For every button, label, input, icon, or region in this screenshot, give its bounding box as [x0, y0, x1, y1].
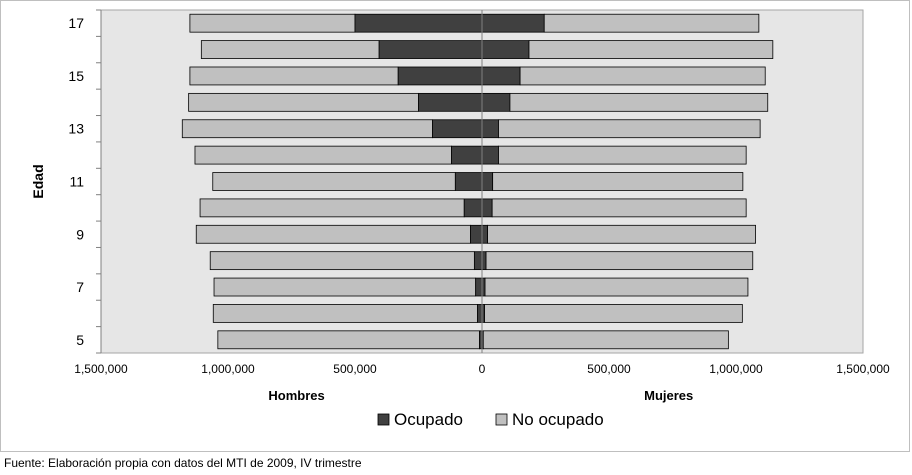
bar-mujeres-ocupado-12: [481, 145, 499, 165]
bar-mujeres-no-ocupado-8: [485, 251, 754, 271]
x-tick-label: 1,000,000: [201, 362, 255, 376]
bar-hombres-ocupado-11: [454, 172, 483, 191]
y-tick-label: 17: [68, 15, 84, 31]
bar-hombres-ocupado-8: [473, 251, 483, 271]
bar-hombres-ocupado-12: [451, 145, 483, 165]
bar-hombres-no-ocupado-8: [209, 251, 475, 271]
y-tick-label: 15: [68, 68, 84, 84]
chart: 5 7 9 11 13 15 17 1,500,000 1,000,000 500,000 0 500…: [30, 9, 890, 429]
bar-mujeres-no-ocupado-6: [484, 304, 743, 323]
legend-swatch-no-ocupado: [495, 413, 508, 426]
bar-mujeres-no-ocupado-16: [528, 40, 774, 59]
bar-mujeres-ocupado-9: [481, 224, 488, 244]
source-note: Fuente: Elaboración propia con datos del…: [4, 456, 362, 470]
bar-mujeres-no-ocupado-13: [498, 119, 761, 139]
bar-mujeres-no-ocupado-7: [484, 277, 749, 297]
bar-mujeres-no-ocupado-5: [482, 330, 729, 350]
legend-swatch-ocupado: [377, 413, 390, 426]
bar-mujeres-ocupado-16: [481, 40, 530, 59]
bar-hombres-no-ocupado-11: [212, 172, 456, 191]
y-axis-title: Edad: [30, 164, 46, 198]
bar-mujeres-ocupado-8: [481, 251, 487, 271]
bar-hombres-no-ocupado-5: [217, 330, 480, 350]
y-tick-label: 9: [76, 226, 84, 242]
bar-hombres-ocupado-14: [418, 92, 483, 112]
x-tick-label: 1,500,000: [74, 362, 128, 376]
legend-label-ocupado: Ocupado: [394, 410, 463, 429]
x-tick-label: 1,500,000: [836, 362, 890, 376]
bar-mujeres-no-ocupado-11: [492, 172, 744, 191]
bar-hombres-no-ocupado-15: [189, 66, 399, 86]
y-tick-label: 13: [68, 121, 84, 137]
bar-hombres-no-ocupado-14: [188, 92, 419, 112]
bar-hombres-ocupado-9: [470, 224, 483, 244]
legend-label-no-ocupado: No ocupado: [512, 410, 604, 429]
chart-frame: 5 7 9 11 13 15 17 1,500,000 1,000,000 500,000 0 500…: [0, 0, 910, 452]
bar-mujeres-no-ocupado-17: [543, 13, 760, 33]
bar-hombres-no-ocupado-17: [189, 13, 356, 33]
y-tick-label: 11: [69, 174, 84, 190]
bar-hombres-ocupado-17: [354, 13, 483, 33]
right-axis-title: Mujeres: [644, 388, 693, 403]
bar-hombres-no-ocupado-16: [200, 40, 380, 59]
x-tick-label: 500,000: [587, 362, 631, 376]
bar-mujeres-ocupado-10: [481, 198, 493, 218]
bar-mujeres-no-ocupado-10: [491, 198, 747, 218]
bar-hombres-ocupado-10: [463, 198, 483, 218]
y-tick-label: 7: [76, 279, 84, 295]
bar-mujeres-ocupado-13: [481, 119, 499, 139]
x-tick-label: 1,000,000: [709, 362, 763, 376]
x-tick-label: 500,000: [333, 362, 377, 376]
bar-mujeres-no-ocupado-12: [498, 145, 747, 165]
bar-mujeres-no-ocupado-9: [487, 224, 756, 244]
left-axis-title: Hombres: [268, 388, 324, 403]
bar-hombres-no-ocupado-6: [212, 304, 478, 323]
bar-hombres-ocupado-7: [475, 277, 483, 297]
x-tick-label: 0: [479, 362, 486, 376]
bar-mujeres-ocupado-11: [481, 172, 494, 191]
bar-mujeres-ocupado-14: [481, 92, 511, 112]
bar-hombres-ocupado-15: [397, 66, 483, 86]
bar-hombres-no-ocupado-10: [199, 198, 465, 218]
bar-hombres-ocupado-13: [432, 119, 483, 139]
y-tick-label: 5: [76, 332, 84, 348]
bar-hombres-no-ocupado-13: [181, 119, 433, 139]
bar-mujeres-no-ocupado-15: [519, 66, 766, 86]
bar-hombres-no-ocupado-9: [195, 224, 471, 244]
bar-hombres-no-ocupado-12: [194, 145, 452, 165]
bar-hombres-no-ocupado-7: [213, 277, 477, 297]
bar-mujeres-no-ocupado-14: [509, 92, 769, 112]
bar-mujeres-ocupado-15: [481, 66, 521, 86]
bar-hombres-ocupado-6: [477, 304, 483, 323]
bar-hombres-ocupado-16: [378, 40, 483, 59]
bar-mujeres-ocupado-17: [481, 13, 545, 33]
